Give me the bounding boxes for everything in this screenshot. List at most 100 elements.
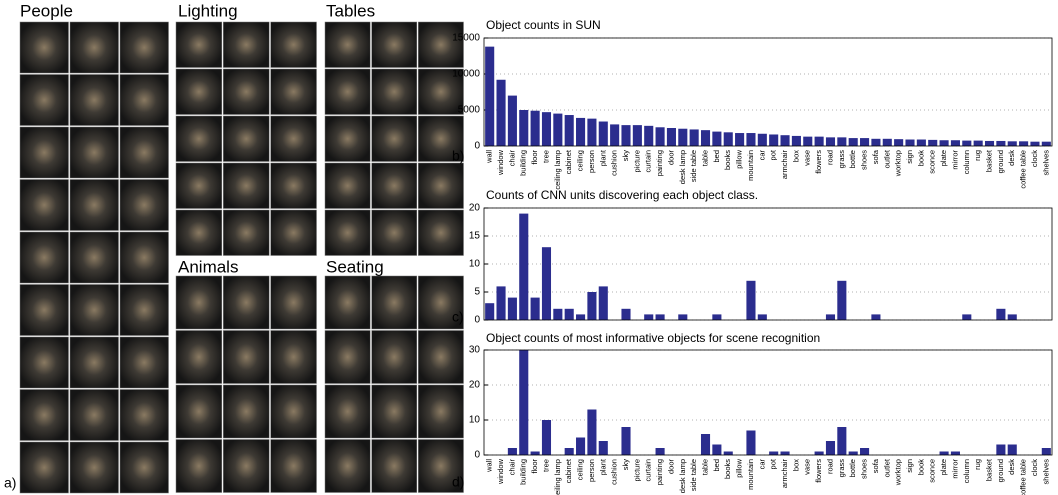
image-tile xyxy=(69,21,119,74)
image-tile xyxy=(324,275,371,330)
image-tile xyxy=(175,384,223,439)
x-tick-label: shoes xyxy=(860,459,869,479)
bar xyxy=(939,451,949,455)
x-tick-label: desk lamp xyxy=(678,459,687,493)
bar xyxy=(814,451,824,455)
x-tick-label: coffee table xyxy=(1019,459,1028,495)
image-tile xyxy=(19,389,69,441)
x-tick-label: clock xyxy=(1030,459,1039,476)
x-tick-label: picture xyxy=(632,150,641,173)
image-tile xyxy=(119,441,169,494)
chart-title: Object counts in SUN xyxy=(486,18,601,32)
x-tick-label: building xyxy=(519,459,528,485)
group-label: Seating xyxy=(326,257,384,276)
image-tile xyxy=(119,284,169,336)
x-tick-label: grass xyxy=(837,459,846,478)
image-tile xyxy=(418,439,464,493)
image-tile xyxy=(371,162,418,209)
image-tile xyxy=(371,21,418,68)
y-tick-label: 0 xyxy=(474,450,480,461)
bar xyxy=(1041,141,1051,146)
bar xyxy=(655,448,665,455)
x-tick-label: wall xyxy=(485,150,494,164)
bar xyxy=(1007,444,1017,455)
group-label: Tables xyxy=(326,1,375,20)
x-tick-label: bottle xyxy=(848,150,857,168)
bar xyxy=(655,127,665,146)
bar xyxy=(541,112,552,146)
x-tick-label: plate xyxy=(939,150,948,166)
x-tick-label: mirror xyxy=(950,149,959,169)
x-tick-label: column xyxy=(962,150,971,174)
x-tick-label: coffee table xyxy=(1019,150,1028,189)
group-label: Lighting xyxy=(178,1,238,20)
bar xyxy=(530,297,540,320)
plot-frame xyxy=(483,349,1053,456)
bar xyxy=(871,314,881,320)
y-tick-label: 10 xyxy=(469,259,481,270)
bar xyxy=(507,95,517,146)
x-tick-label: floor xyxy=(530,459,539,474)
x-tick-label: picture xyxy=(632,459,641,482)
x-tick-label: side table xyxy=(689,150,698,182)
bar xyxy=(882,138,892,146)
x-tick-label: curtain xyxy=(644,459,653,482)
x-tick-label: basket xyxy=(985,458,994,481)
bar xyxy=(576,314,586,320)
image-grids xyxy=(19,21,464,494)
bar xyxy=(950,451,960,455)
image-tile xyxy=(270,21,317,68)
bar xyxy=(848,451,858,455)
bar xyxy=(860,448,870,455)
bar xyxy=(632,125,642,146)
x-tick-label: column xyxy=(962,459,971,483)
bar xyxy=(553,113,563,146)
x-tick-label: person xyxy=(587,459,596,482)
image-tile xyxy=(418,330,464,384)
bar xyxy=(746,280,756,320)
image-tile xyxy=(119,389,169,441)
bar xyxy=(984,140,995,146)
image-tile xyxy=(371,115,418,162)
x-tick-label: window xyxy=(496,149,505,176)
image-tile xyxy=(324,68,371,115)
image-tile xyxy=(119,179,169,231)
bar xyxy=(530,451,540,455)
bar xyxy=(769,134,779,146)
image-tile xyxy=(119,336,169,389)
image-tile xyxy=(223,209,270,256)
x-tick-label: plant xyxy=(598,149,607,166)
group-label: People xyxy=(20,1,73,20)
x-tick-label: side table xyxy=(689,459,698,491)
bar xyxy=(610,124,620,146)
y-tick-label: 5000 xyxy=(458,105,481,116)
bar xyxy=(553,308,563,320)
bar xyxy=(723,132,733,146)
bar xyxy=(837,280,847,320)
y-tick-label: 15000 xyxy=(452,33,480,44)
x-tick-label: worktop xyxy=(894,459,903,486)
bar xyxy=(950,140,960,146)
x-tick-label: basket xyxy=(985,149,994,172)
bar xyxy=(519,350,529,455)
image-tile xyxy=(19,336,69,389)
bar xyxy=(871,138,881,146)
bar xyxy=(996,140,1006,146)
bar xyxy=(587,409,597,455)
x-tick-label: vase xyxy=(803,459,812,475)
bar xyxy=(507,448,517,455)
bar xyxy=(1019,141,1029,146)
x-tick-label: bed xyxy=(712,150,721,163)
x-tick-label: sign xyxy=(905,459,914,473)
x-tick-label: tree xyxy=(541,150,550,163)
bar xyxy=(485,303,495,320)
bar xyxy=(791,135,801,146)
bar xyxy=(621,308,631,320)
x-tick-label: tree xyxy=(541,459,550,472)
image-tile xyxy=(418,275,464,330)
y-tick-label: 5 xyxy=(474,287,480,298)
bar xyxy=(712,131,722,146)
x-tick-label: sofa xyxy=(871,149,880,164)
bar xyxy=(916,139,926,146)
